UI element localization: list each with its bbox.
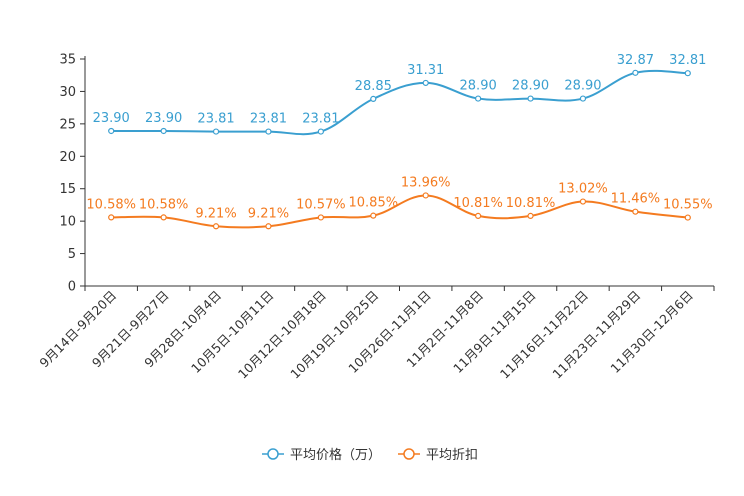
series-avg-price: 23.90 23.90 23.81 23.81 23.81 28.85 31.31 28.90… xyxy=(93,53,706,136)
data-point[interactable] xyxy=(317,214,324,221)
data-point[interactable] xyxy=(527,212,534,219)
legend-marker-icon xyxy=(267,448,279,460)
data-label: 28.90 xyxy=(460,79,497,94)
data-label: 28.90 xyxy=(564,79,601,94)
data-point[interactable] xyxy=(527,95,534,102)
legend-item-avg-discount[interactable]: 平均折扣 xyxy=(398,448,478,463)
data-label: 10.55% xyxy=(663,198,713,213)
data-label: 10.58% xyxy=(139,197,189,212)
data-label: 28.90 xyxy=(512,79,549,94)
data-point[interactable] xyxy=(422,79,429,87)
y-tick-label: 0 xyxy=(68,280,76,295)
data-label: 9.21% xyxy=(195,206,236,221)
data-point[interactable] xyxy=(579,198,587,205)
y-tick-label: 15 xyxy=(59,182,76,197)
x-tick-label: 10月19日-10月25日 xyxy=(287,288,381,382)
data-label: 23.90 xyxy=(93,111,130,126)
data-point[interactable] xyxy=(632,69,639,76)
y-tick-label: 10 xyxy=(59,215,76,230)
data-point[interactable] xyxy=(475,95,482,102)
data-label: 13.02% xyxy=(558,182,608,197)
legend-item-avg-price[interactable]: 平均价格（万） xyxy=(262,447,381,463)
data-label: 23.90 xyxy=(145,111,182,126)
y-tick-label: 25 xyxy=(59,117,76,132)
data-label: 9.21% xyxy=(248,206,289,221)
data-point[interactable] xyxy=(632,208,639,215)
data-label: 10.85% xyxy=(349,196,399,211)
y-axis-ticks: 0 5 10 15 20 25 30 35 xyxy=(59,53,85,295)
data-point[interactable] xyxy=(684,214,691,221)
data-point[interactable] xyxy=(265,128,272,135)
data-point[interactable] xyxy=(108,214,115,221)
y-tick-label: 5 xyxy=(68,247,76,262)
series-line xyxy=(111,194,688,229)
data-label: 10.58% xyxy=(86,197,136,212)
legend-marker-icon xyxy=(403,448,415,460)
x-tick-label: 11月16日-11月22日 xyxy=(497,288,591,382)
data-label: 13.96% xyxy=(401,175,451,190)
data-point[interactable] xyxy=(160,127,167,135)
x-axis-ticks: 9月14日-9月20日9月21日-9月27日9月28日-10月4日10月5日-1… xyxy=(36,286,715,382)
data-point[interactable] xyxy=(422,192,429,199)
series-avg-discount: 10.58% 10.58% 9.21% 9.21% 10.57% 10.85%13.96%… xyxy=(86,175,713,230)
x-tick-label: 11月23日-11月29日 xyxy=(549,288,643,382)
data-label: 10.81% xyxy=(506,196,556,211)
data-point[interactable] xyxy=(684,70,691,77)
data-point[interactable] xyxy=(265,223,272,230)
data-label: 23.81 xyxy=(197,112,234,127)
data-point[interactable] xyxy=(108,127,115,135)
data-point[interactable] xyxy=(212,128,220,135)
series-line xyxy=(111,69,688,136)
data-label: 11.46% xyxy=(611,192,661,207)
data-label: 32.87 xyxy=(617,53,654,68)
y-tick-label: 30 xyxy=(59,85,76,100)
x-tick-label: 10月12日-10月18日 xyxy=(235,288,329,382)
chart-series: 23.90 23.90 23.81 23.81 23.81 28.85 31.31 28.90… xyxy=(86,53,713,230)
data-point[interactable] xyxy=(317,128,324,135)
data-label: 31.31 xyxy=(407,63,444,78)
data-label: 10.81% xyxy=(453,196,503,211)
chart-axes xyxy=(84,56,714,287)
legend-label: 平均折扣 xyxy=(426,448,478,463)
data-label: 23.81 xyxy=(302,112,339,127)
data-point[interactable] xyxy=(579,95,587,102)
data-point[interactable] xyxy=(160,214,167,221)
y-tick-label: 20 xyxy=(59,150,76,165)
data-point[interactable] xyxy=(475,212,482,219)
data-label: 32.81 xyxy=(669,53,706,68)
data-point[interactable] xyxy=(370,95,377,102)
data-point[interactable] xyxy=(370,212,377,219)
data-point[interactable] xyxy=(212,223,220,230)
y-tick-label: 35 xyxy=(59,53,76,68)
chart-legend[interactable]: 平均价格（万） 平均折扣 xyxy=(262,447,478,463)
legend-label: 平均价格（万） xyxy=(290,447,381,463)
data-label: 23.81 xyxy=(250,112,287,127)
data-label: 28.85 xyxy=(355,79,392,94)
data-label: 10.57% xyxy=(296,197,346,212)
